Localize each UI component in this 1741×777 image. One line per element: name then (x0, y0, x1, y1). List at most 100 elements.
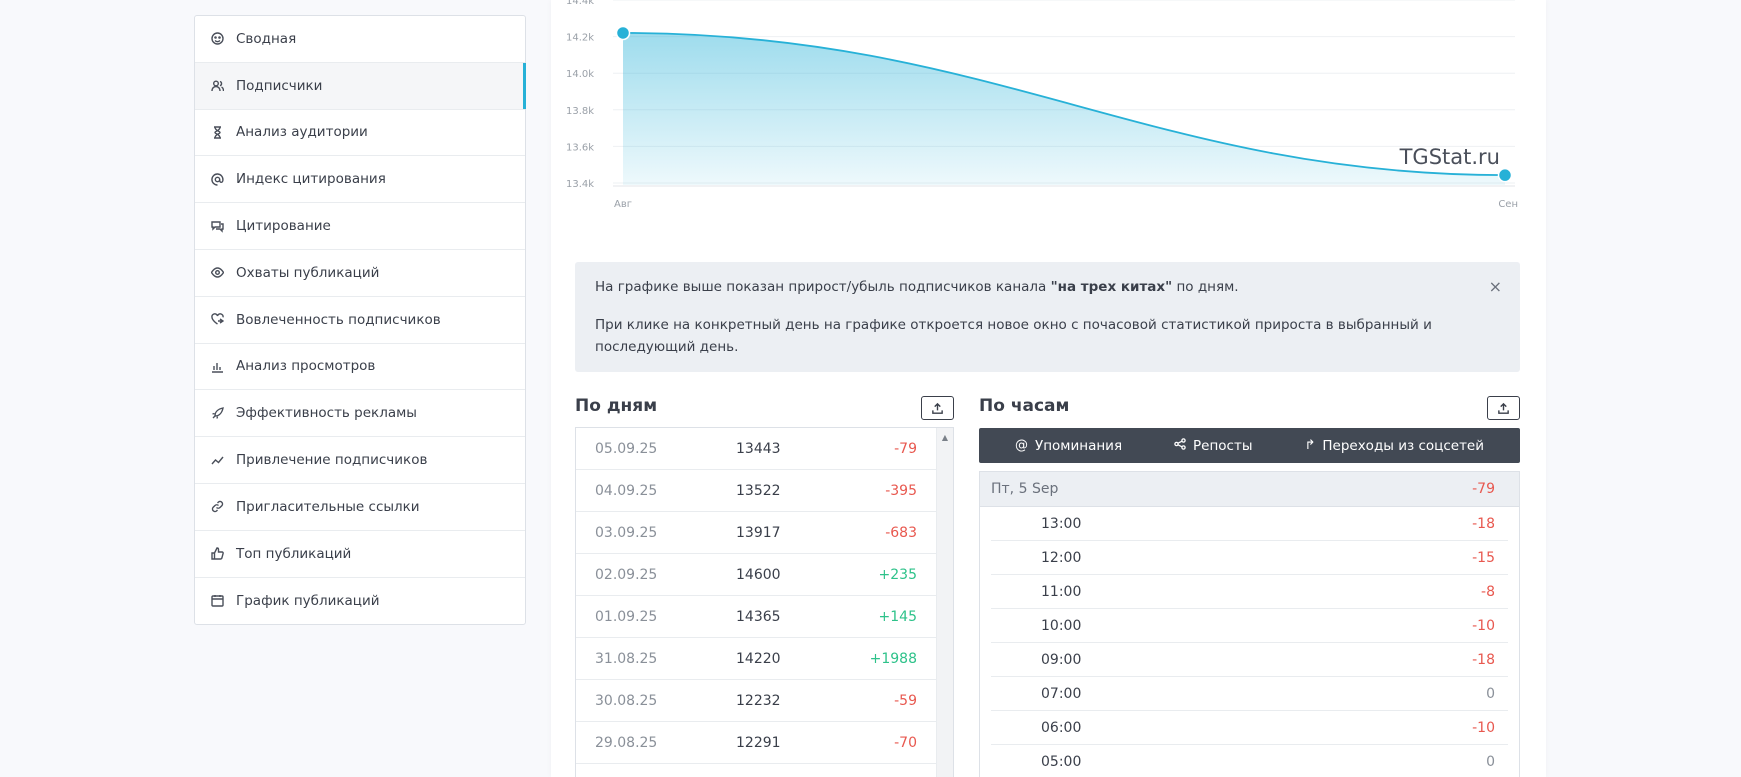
channel-name: "на трех китах" (1050, 279, 1173, 295)
chat-icon (210, 219, 224, 233)
export-days-button[interactable] (921, 396, 954, 420)
hour-row[interactable]: 05:00 0 (991, 745, 1508, 777)
hours-day-header[interactable]: Пт, 5 Sep -79 (980, 472, 1519, 507)
day-row[interactable]: 03.09.25 13917 -683 (576, 512, 953, 554)
day-row[interactable]: 04.09.25 13522 -395 (576, 470, 953, 512)
y-tick-label: 13.8k (566, 106, 594, 117)
by-days-table[interactable]: ▲ 05.09.25 13443 -79 04.09.25 13522 -395 03.09… (575, 427, 954, 777)
redirect-icon: ↱ (1304, 438, 1316, 453)
trend-icon (210, 453, 224, 467)
export-hours-button[interactable] (1487, 396, 1520, 420)
day-delta: -70 (894, 734, 917, 751)
hour-delta: -10 (1472, 719, 1495, 736)
sidebar-item[interactable]: Пригласительные ссылки (195, 484, 525, 531)
sidebar-item[interactable]: Сводная (195, 16, 525, 63)
sidebar-item[interactable]: Топ публикаций (195, 531, 525, 578)
by-hours-table[interactable]: Пт, 5 Sep -79 13:00 -18 12:00 -15 11:00 -8 10:… (979, 471, 1520, 777)
sidebar-item-label: Сводная (236, 30, 297, 47)
sidebar-item-label: Привлечение подписчиков (236, 452, 428, 469)
hour-time: 07:00 (1041, 685, 1082, 702)
sidebar-item-label: Топ публикаций (236, 545, 352, 562)
sidebar-item[interactable]: График публикаций (195, 578, 525, 625)
y-tick-label: 14.0k (566, 69, 594, 80)
day-row[interactable]: 29.08.25 12291 -70 (576, 722, 953, 764)
sidebar-item-label: Подписчики (236, 77, 323, 94)
dashboard-icon (210, 32, 224, 46)
upload-icon (1498, 402, 1509, 414)
hour-delta: 0 (1486, 685, 1495, 702)
upload-icon (932, 402, 943, 414)
sidebar-item[interactable]: Охваты публикаций (195, 250, 525, 297)
day-date: 30.08.25 (595, 692, 658, 709)
subscribers-chart[interactable]: 14.4k 14.2k 14.0k 13.8k 13.6k 13.4k Авг Сен TGSt… (551, 0, 1546, 230)
close-icon[interactable]: × (1488, 277, 1502, 296)
scrollbar[interactable]: ▲ (936, 428, 953, 777)
chart-svg[interactable]: 14.4k 14.2k 14.0k 13.8k 13.6k 13.4k Авг Сен TGSt… (551, 0, 1546, 230)
hour-delta: -15 (1472, 549, 1495, 566)
sidebar-item[interactable]: Привлечение подписчиков (195, 437, 525, 484)
tab-label: Репосты (1193, 437, 1253, 454)
hour-row[interactable]: 11:00 -8 (991, 575, 1508, 609)
day-date: 31.08.25 (595, 650, 658, 667)
hour-time: 11:00 (1041, 583, 1082, 600)
sidebar-item-label: Анализ просмотров (236, 358, 376, 375)
hour-row[interactable]: 12:00 -15 (991, 541, 1508, 575)
day-delta: -683 (885, 524, 917, 541)
day-row[interactable]: 31.08.25 14220 +1988 (576, 638, 953, 680)
x-tick-label: Авг (614, 199, 632, 210)
day-date: 01.09.25 (595, 608, 658, 625)
hour-delta: -8 (1481, 583, 1495, 600)
hour-row[interactable]: 13:00 -18 (991, 507, 1508, 541)
day-count: 13443 (736, 440, 781, 457)
sidebar-item-label: Охваты публикаций (236, 264, 380, 281)
sidebar-menu: Сводная Подписчики Анализ аудитории Индекс … (194, 15, 526, 626)
sidebar-item[interactable]: Анализ просмотров (195, 344, 525, 391)
data-point[interactable] (615, 25, 631, 41)
tab-label: Переходы из соцсетей (1322, 437, 1485, 454)
sidebar-item-label: Цитирование (236, 218, 331, 235)
share-icon (1174, 437, 1186, 454)
sidebar-item[interactable]: Анализ аудитории (195, 110, 525, 157)
calendar-icon (210, 594, 224, 608)
hour-time: 10:00 (1041, 617, 1082, 634)
y-tick-label: 13.4k (566, 179, 594, 190)
tab-social-referrals[interactable]: ↱ Переходы из соцсетей (1304, 438, 1484, 454)
day-row[interactable]: 02.09.25 14600 +235 (576, 554, 953, 596)
thumbs-up-icon (210, 547, 224, 561)
at-icon (210, 172, 224, 186)
rocket-icon (210, 406, 224, 420)
day-date: 04.09.25 (595, 482, 658, 499)
sidebar-item[interactable]: Вовлеченность подписчиков (195, 297, 525, 344)
sidebar-item[interactable]: Цитирование (195, 203, 525, 250)
sidebar-item[interactable]: Индекс цитирования (195, 156, 525, 204)
x-tick-label: Сен (1498, 199, 1518, 210)
day-delta: +1988 (869, 650, 917, 667)
link-icon (210, 500, 224, 514)
hour-row[interactable]: 06:00 -10 (991, 711, 1508, 745)
day-row[interactable]: 05.09.25 13443 -79 (576, 428, 953, 470)
sidebar-item-label: Эффективность рекламы (236, 405, 417, 422)
scroll-up-icon[interactable]: ▲ (941, 433, 948, 442)
day-count: 14220 (736, 650, 781, 667)
sidebar-item-label: График публикаций (236, 592, 380, 609)
data-point[interactable] (1497, 167, 1513, 183)
series-line[interactable] (622, 32, 1506, 177)
day-delta: -395 (885, 482, 917, 499)
tab-mentions[interactable]: @ Упоминания (1015, 438, 1122, 454)
day-row[interactable]: 30.08.25 12232 -59 (576, 680, 953, 722)
day-delta: +235 (878, 566, 917, 583)
day-date: 03.09.25 (595, 524, 658, 541)
day-date: 02.09.25 (595, 566, 658, 583)
day-row[interactable]: 01.09.25 14365 +145 (576, 596, 953, 638)
hour-row[interactable]: 07:00 0 (991, 677, 1508, 711)
hour-row[interactable]: 10:00 -10 (991, 609, 1508, 643)
hours-day-label: Пт, 5 Sep (991, 481, 1059, 497)
bar-chart-icon (210, 359, 224, 373)
hour-row[interactable]: 09:00 -18 (991, 643, 1508, 677)
hours-day-delta: -79 (1472, 481, 1495, 497)
day-delta: -79 (894, 440, 917, 457)
day-count: 13522 (736, 482, 781, 499)
sidebar-item[interactable]: Эффективность рекламы (195, 390, 525, 438)
sidebar-item[interactable]: Подписчики (195, 62, 526, 110)
tab-reposts[interactable]: Репосты (1174, 437, 1253, 454)
